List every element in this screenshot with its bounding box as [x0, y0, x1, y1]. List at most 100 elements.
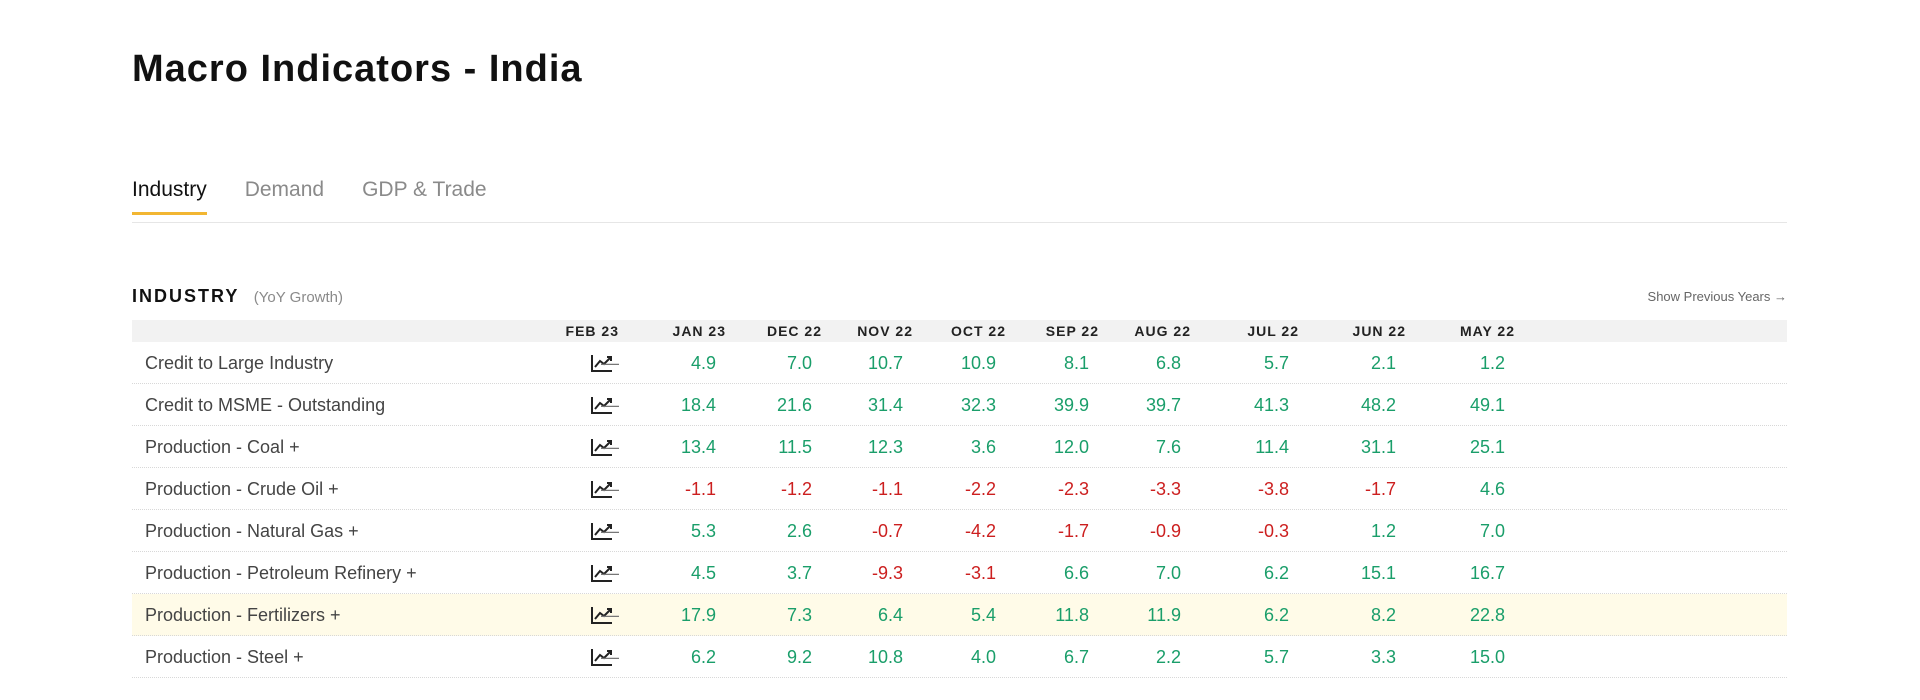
- table-cell: 22.8: [1469, 605, 1505, 625]
- table-cell: 11.5: [778, 437, 812, 457]
- table-cell: 11.4: [1255, 437, 1289, 457]
- table-cell: -2.2: [964, 479, 996, 499]
- table-cell: 7.0: [1155, 563, 1181, 583]
- table-row[interactable]: Production - Coal + — 13.4 11.5 12.3 3.6 12.0 7…: [132, 426, 1787, 468]
- table-cell: —: [601, 353, 619, 373]
- table-cell: -4.2: [964, 521, 996, 541]
- table-cell: -1.7: [1364, 479, 1396, 499]
- table-cell: 6.2: [690, 647, 716, 667]
- tab-demand[interactable]: Demand: [244, 178, 325, 201]
- table-cell: 11.8: [1055, 605, 1089, 625]
- tab-gdp-trade[interactable]: GDP & Trade: [362, 178, 487, 201]
- table-cell: 31.1: [1360, 437, 1396, 457]
- table-cell: 12.3: [867, 437, 903, 457]
- table-cell: -3.8: [1257, 479, 1289, 499]
- section-title: INDUSTRY: [132, 286, 240, 306]
- column-header: AUG 22: [1134, 323, 1191, 339]
- table-cell: 4.5: [690, 563, 716, 583]
- table-cell: 5.7: [1263, 647, 1289, 667]
- table-cell: 39.7: [1145, 395, 1181, 415]
- table-cell: 21.6: [776, 395, 812, 415]
- table-cell: 7.3: [786, 605, 812, 625]
- column-header: DEC 22: [766, 323, 822, 339]
- table-row[interactable]: Production - Crude Oil + — -1.1 -1.2 -1.1 -2.…: [132, 468, 1787, 510]
- table-cell: —: [601, 479, 619, 499]
- table-cell: 6.4: [877, 605, 903, 625]
- table-cell: 5.7: [1263, 353, 1289, 373]
- table-row[interactable]: Credit to Large Industry — 4.9 7.0 10.7 10.9 8…: [132, 342, 1787, 384]
- table-cell: 7.0: [786, 353, 812, 373]
- table-cell: -1.1: [871, 479, 903, 499]
- table-cell: 6.8: [1155, 353, 1181, 373]
- table-cell: 3.3: [1370, 647, 1396, 667]
- table-cell: 17.9: [680, 605, 716, 625]
- table-cell: 10.7: [867, 353, 903, 373]
- table-cell: 18.4: [680, 395, 716, 415]
- column-header: NOV 22: [857, 323, 913, 339]
- column-header: FEB 23: [565, 323, 619, 339]
- row-label: Credit to Large Industry: [145, 353, 334, 373]
- table-row[interactable]: Credit to MSME - Outstanding — 18.4 21.6 31.…: [132, 384, 1787, 426]
- trend-chart-icon[interactable]: [590, 563, 614, 583]
- tab-industry[interactable]: Industry: [132, 172, 207, 215]
- table-cell: —: [601, 647, 619, 667]
- column-header: JUN 22: [1352, 323, 1406, 339]
- table-cell: 4.9: [690, 353, 716, 373]
- trend-chart-icon[interactable]: [590, 479, 614, 499]
- table-row[interactable]: Production - Fertilizers + — 17.9 7.3 6.4 5.4…: [132, 594, 1787, 636]
- table-cell: 1.2: [1370, 521, 1396, 541]
- table-cell: 10.8: [867, 647, 903, 667]
- row-label: Production - Crude Oil +: [145, 479, 339, 499]
- table-cell: 6.2: [1263, 605, 1289, 625]
- tab-bar: Industry Demand GDP & Trade: [132, 172, 1787, 223]
- table-cell: 4.6: [1479, 479, 1505, 499]
- trend-chart-icon[interactable]: [590, 353, 614, 373]
- table-cell: 6.7: [1063, 647, 1089, 667]
- table-cell: 3.7: [786, 563, 812, 583]
- table-row[interactable]: Production - Natural Gas + — 5.3 2.6 -0.7 -4.…: [132, 510, 1787, 552]
- table-cell: —: [601, 437, 619, 457]
- row-label: Production - Steel +: [145, 647, 304, 667]
- table-cell: 5.4: [970, 605, 996, 625]
- table-cell: 2.2: [1155, 647, 1181, 667]
- table-cell: -0.7: [871, 521, 903, 541]
- trend-chart-icon[interactable]: [590, 521, 614, 541]
- table-cell: —: [601, 395, 619, 415]
- trend-chart-icon[interactable]: [590, 605, 614, 625]
- table-cell: 15.1: [1360, 563, 1396, 583]
- table-cell: 2.6: [786, 521, 812, 541]
- table-cell: -3.1: [964, 563, 996, 583]
- trend-chart-icon[interactable]: [590, 647, 614, 667]
- table-cell: 39.9: [1053, 395, 1089, 415]
- column-header: JAN 23: [672, 323, 726, 339]
- trend-chart-icon[interactable]: [590, 437, 614, 457]
- table-cell: 16.7: [1469, 563, 1505, 583]
- trend-chart-icon[interactable]: [590, 395, 614, 415]
- section-header: INDUSTRY (YoY Growth) Show Previous Year…: [132, 286, 1787, 310]
- table-cell: 5.3: [690, 521, 716, 541]
- table-row[interactable]: Production - Petroleum Refinery + — 4.5 3.7…: [132, 552, 1787, 594]
- row-label: Production - Petroleum Refinery +: [145, 563, 417, 583]
- table-cell: -1.2: [780, 479, 812, 499]
- table-cell: 41.3: [1253, 395, 1289, 415]
- show-previous-years-link[interactable]: Show Previous Years →: [1647, 289, 1787, 304]
- row-label: Production - Fertilizers +: [145, 605, 341, 625]
- table-cell: -2.3: [1057, 479, 1089, 499]
- table-cell: -1.7: [1057, 521, 1089, 541]
- row-label: Production - Natural Gas +: [145, 521, 359, 541]
- table-cell: 6.6: [1063, 563, 1089, 583]
- table-cell: 1.2: [1479, 353, 1505, 373]
- indicator-table: FEB 23 JAN 23 DEC 22 NOV 22 OCT 22 SEP 22 AUG …: [132, 320, 1787, 678]
- table-cell: 8.1: [1063, 353, 1089, 373]
- table-cell: 2.1: [1370, 353, 1396, 373]
- table-header-row: FEB 23 JAN 23 DEC 22 NOV 22 OCT 22 SEP 22 AUG …: [132, 320, 1787, 342]
- table-cell: 12.0: [1053, 437, 1089, 457]
- table-row[interactable]: Production - Steel + — 6.2 9.2 10.8 4.0 6.7 2.2…: [132, 636, 1787, 678]
- table-cell: 10.9: [960, 353, 996, 373]
- column-header: SEP 22: [1045, 323, 1099, 339]
- table-cell: 11.9: [1147, 605, 1181, 625]
- table-cell: 9.2: [786, 647, 812, 667]
- table-cell: 6.2: [1263, 563, 1289, 583]
- table-cell: 13.4: [680, 437, 716, 457]
